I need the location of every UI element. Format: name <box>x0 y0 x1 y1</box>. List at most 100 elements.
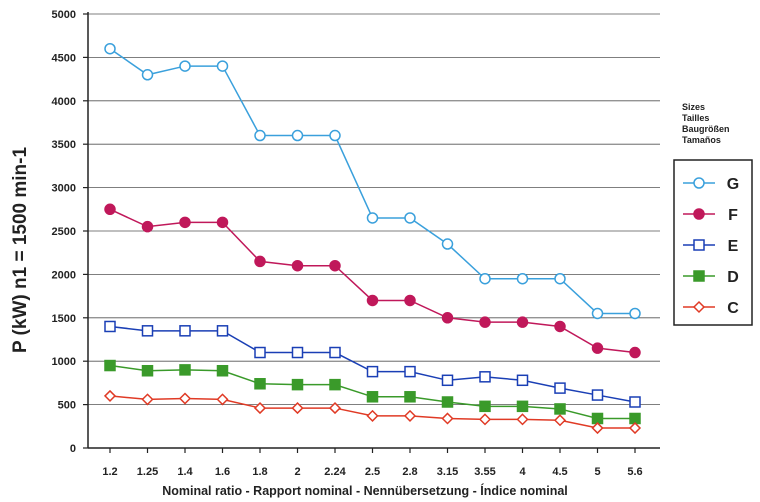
data-point <box>179 364 191 376</box>
data-point <box>329 378 341 391</box>
data-point <box>366 212 379 224</box>
y-tick-label: 4000 <box>52 96 76 108</box>
data-point <box>554 403 566 415</box>
y-tick-label: 3000 <box>52 183 76 195</box>
y-tick-label: 3500 <box>52 139 76 151</box>
data-point <box>366 294 379 307</box>
legend-marker <box>693 208 705 220</box>
data-point <box>441 412 454 425</box>
legend-heading-line: Baugrößen <box>682 124 730 134</box>
data-point <box>254 255 266 268</box>
data-point <box>629 346 641 359</box>
data-point <box>141 325 154 337</box>
data-point <box>441 238 454 250</box>
data-point <box>103 389 117 402</box>
legend-marker <box>693 270 705 282</box>
data-point <box>329 129 341 142</box>
x-tick-label: 2.8 <box>402 466 417 478</box>
data-point <box>179 60 191 72</box>
legend-heading-line: Sizes <box>682 102 705 112</box>
data-point <box>516 374 529 387</box>
data-point <box>141 393 154 406</box>
data-point <box>254 129 266 142</box>
data-point <box>516 272 529 285</box>
data-point <box>479 400 491 413</box>
data-point <box>553 414 567 427</box>
data-point <box>441 396 454 408</box>
legend-label: G <box>727 176 739 193</box>
data-point <box>328 402 342 415</box>
data-point <box>291 402 304 415</box>
x-tick-label: 2.5 <box>365 466 380 478</box>
series-E <box>104 320 641 408</box>
x-axis-title: Nominal ratio - Rapport nominal - Nennüb… <box>162 483 568 498</box>
data-point <box>366 409 379 422</box>
y-tick-label: 1000 <box>52 356 76 368</box>
data-point <box>178 392 192 405</box>
data-point <box>291 129 304 142</box>
data-point <box>404 212 416 224</box>
data-point <box>141 69 154 81</box>
y-tick-label: 2500 <box>52 226 76 238</box>
data-point <box>291 259 304 272</box>
data-point <box>254 346 266 359</box>
legend-marker <box>693 177 705 189</box>
x-tick-label: 1.6 <box>215 466 230 478</box>
legend-label: C <box>727 300 739 317</box>
x-tick-label: 2 <box>294 466 300 478</box>
series-C <box>103 389 642 435</box>
y-axis-ticks: 0 500 1000 1500 2000 2500 3000 3500 4000 4500 5000 <box>52 9 88 455</box>
data-point <box>441 374 454 387</box>
x-tick-label: 3.55 <box>474 466 495 478</box>
data-point <box>366 365 379 378</box>
data-point <box>179 325 191 337</box>
data-point <box>591 342 604 354</box>
data-point <box>554 320 566 333</box>
data-point <box>254 378 266 390</box>
data-point <box>591 421 604 435</box>
data-point <box>104 42 116 55</box>
legend-heading-line: Tamaños <box>682 135 721 145</box>
x-tick-label: 5.6 <box>627 466 642 478</box>
legend-label: D <box>727 269 739 286</box>
data-point <box>141 364 154 377</box>
x-tick-label: 1.8 <box>252 466 267 478</box>
data-point <box>104 359 116 372</box>
legend-marker <box>693 239 705 251</box>
legend-item-C: C <box>683 300 739 317</box>
y-tick-label: 2000 <box>52 269 76 281</box>
y-axis-title: P (kW) n1 = 1500 min-1 <box>10 147 31 354</box>
data-point <box>329 259 341 272</box>
data-point <box>179 216 191 229</box>
data-point <box>404 294 416 307</box>
data-point <box>216 216 229 229</box>
legend-item-F: F <box>683 207 738 224</box>
x-tick-label: 5 <box>594 466 600 478</box>
data-point <box>629 396 641 408</box>
series-group <box>103 42 642 435</box>
data-point <box>404 365 416 378</box>
x-tick-label: 1.2 <box>102 466 117 478</box>
x-tick-label: 1.4 <box>177 466 193 478</box>
data-point <box>329 346 341 359</box>
x-tick-label: 1.25 <box>137 466 158 478</box>
legend-item-D: D <box>683 269 739 286</box>
x-tick-label: 2.24 <box>324 466 346 478</box>
series-G <box>104 42 641 320</box>
data-point <box>516 400 529 413</box>
legend-label: E <box>728 238 739 255</box>
y-tick-label: 1500 <box>52 313 76 325</box>
x-tick-label: 3.15 <box>437 466 458 478</box>
data-point <box>216 393 229 406</box>
y-tick-label: 5000 <box>52 9 76 21</box>
y-tick-label: 0 <box>70 443 76 455</box>
data-point <box>403 409 417 422</box>
data-point <box>141 220 154 233</box>
series-line <box>109 48 635 315</box>
data-point <box>516 316 529 328</box>
data-point <box>291 346 304 359</box>
legend-item-E: E <box>683 238 739 255</box>
data-point <box>253 402 267 415</box>
data-point <box>216 325 229 337</box>
